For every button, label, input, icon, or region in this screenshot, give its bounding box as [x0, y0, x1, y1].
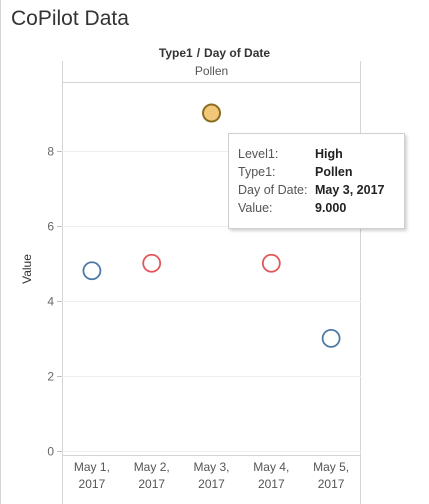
- tooltip-row-level: Level1: High: [238, 145, 404, 163]
- y-tick-label: 2: [47, 370, 54, 384]
- y-tick-label: 8: [47, 145, 54, 159]
- header-field-day-of-date[interactable]: Day of Date: [204, 46, 271, 60]
- view-border: [0, 0, 1, 504]
- tooltip-value: 9.000: [315, 201, 347, 215]
- tooltip-key: Type1:: [238, 165, 276, 179]
- data-point[interactable]: [82, 261, 102, 281]
- tooltip-value: May 3, 2017: [315, 183, 385, 197]
- pane-header-pollen[interactable]: Pollen: [194, 64, 229, 78]
- header-field-type1[interactable]: Type1: [158, 46, 193, 60]
- y-tick-label: 0: [47, 445, 54, 459]
- tooltip-key: Value:: [238, 201, 273, 215]
- tooltip: Level1: High Type1: Pollen Day of Date: …: [228, 133, 405, 229]
- y-tick-label: 4: [47, 295, 54, 309]
- pane-header-divider: [62, 82, 361, 83]
- data-point[interactable]: [142, 253, 162, 273]
- tooltip-value: Pollen: [315, 165, 353, 179]
- x-tick-label[interactable]: May 4, 2017: [253, 460, 289, 491]
- x-tick-label[interactable]: May 2, 2017: [134, 460, 170, 491]
- x-tick-label[interactable]: May 1, 2017: [74, 460, 110, 491]
- x-tick-label[interactable]: May 5, 2017: [313, 460, 349, 491]
- data-points: [82, 103, 341, 348]
- tooltip-row-date: Day of Date: May 3, 2017: [238, 181, 404, 199]
- tooltip-key: Level1:: [238, 147, 279, 161]
- column-header: Type1/Day of Date: [0, 46, 429, 60]
- data-point[interactable]: [261, 253, 281, 273]
- tooltip-value: High: [315, 147, 343, 161]
- y-tick-label: 6: [47, 220, 54, 234]
- x-tick-label[interactable]: May 3, 2017: [193, 460, 229, 491]
- data-point[interactable]: [202, 103, 221, 123]
- tooltip-row-type: Type1: Pollen: [238, 163, 404, 181]
- tooltip-key: Day of Date:: [238, 183, 308, 197]
- chart-title: CoPilot Data: [11, 7, 129, 30]
- tooltip-row-value: Value: 9.000: [238, 199, 404, 217]
- data-point[interactable]: [321, 328, 341, 348]
- pane-frame: [62, 61, 361, 504]
- x-axis-ticks: May 1, 2017 May 2, 2017 May 3, 2017 May 4, 2017…: [62, 455, 361, 491]
- y-axis-ticks: 0 2 4 6 8: [47, 145, 62, 459]
- header-separator: /: [196, 46, 201, 60]
